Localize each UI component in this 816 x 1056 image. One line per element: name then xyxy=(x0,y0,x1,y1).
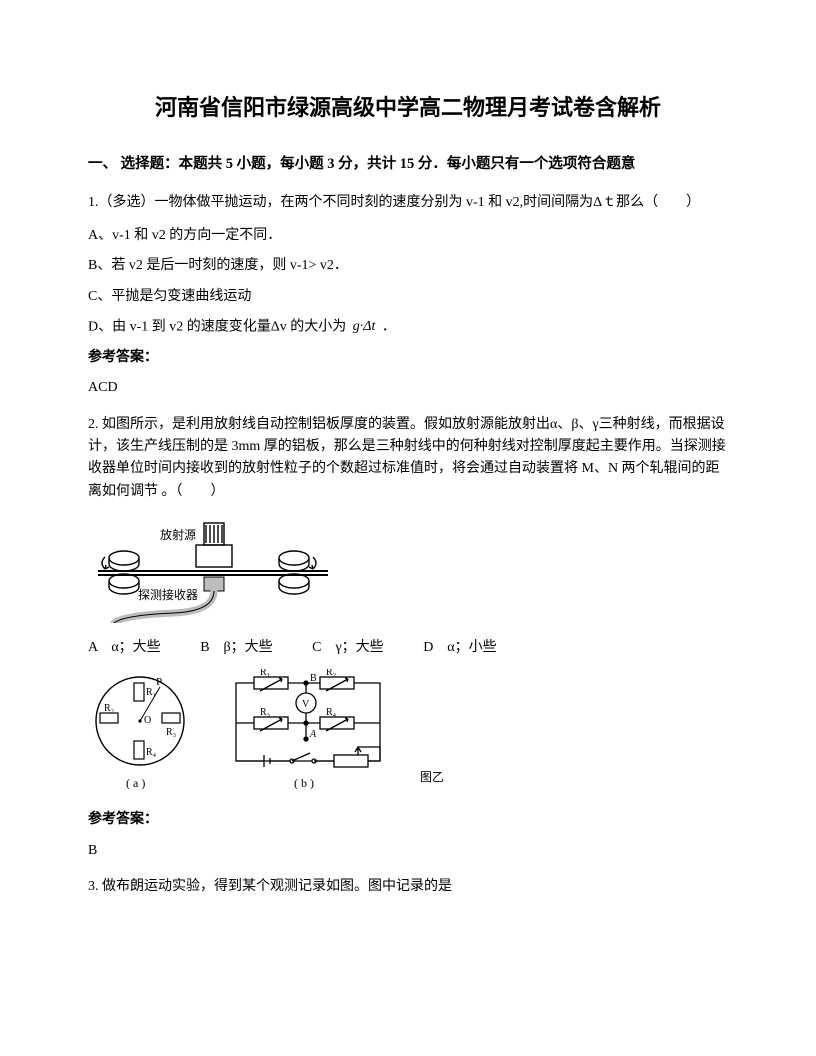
svg-text:R₂: R₂ xyxy=(104,703,114,714)
svg-text:R₄: R₄ xyxy=(146,747,157,758)
q1-d-formula: g·Δt xyxy=(350,316,379,338)
svg-text:R₁: R₁ xyxy=(260,669,270,678)
q2-option-c: C γ；大些 xyxy=(312,637,384,659)
q2-option-b: B β；大些 xyxy=(200,637,272,659)
q1-option-b: B、若 v2 是后一时刻的速度，则 v-1> v2． xyxy=(88,255,728,277)
q2-circuit-caption: 图乙 xyxy=(420,768,444,787)
svg-text:B: B xyxy=(310,673,317,684)
svg-text:R₂: R₂ xyxy=(326,669,336,678)
q1-option-c: C、平抛是匀变速曲线运动 xyxy=(88,286,728,308)
q2-circuit-diagrams: P R₁ R₃ R₄ R₂ O ( a ) xyxy=(88,669,728,797)
svg-text:R₃: R₃ xyxy=(260,707,270,718)
q2-options: A α；大些 B β；大些 C γ；大些 D α；小些 xyxy=(88,637,728,659)
question-2: 2. 如图所示，是利用放射线自动控制铝板厚度的装置。假如放射源能放射出α、β、γ… xyxy=(88,414,728,863)
q2-stem: 2. 如图所示，是利用放射线自动控制铝板厚度的装置。假如放射源能放射出α、β、γ… xyxy=(88,414,728,504)
q1-d-post: ． xyxy=(382,319,396,334)
svg-text:( b ): ( b ) xyxy=(294,776,314,790)
q2-det-label: 探测接收器 xyxy=(138,587,198,602)
q1-stem: 1.（多选）一物体做平抛运动，在两个不同时刻的速度分别为 v-1 和 v2,时间… xyxy=(88,192,728,214)
question-3: 3. 做布朗运动实验，得到某个观测记录如图。图中记录的是 xyxy=(88,876,728,898)
svg-text:R₄: R₄ xyxy=(326,707,337,718)
question-1: 1.（多选）一物体做平抛运动，在两个不同时刻的速度分别为 v-1 和 v2,时间… xyxy=(88,192,728,399)
q1-answer: ACD xyxy=(88,377,728,399)
q1-option-d: D、由 v-1 到 v2 的速度变化量Δv 的大小为 g·Δt ． xyxy=(88,316,728,339)
q2-diagram: 放射源 探测接收器 xyxy=(88,513,728,623)
q1-option-a: A、v-1 和 v2 的方向一定不同． xyxy=(88,225,728,247)
q2-option-d: D α；小些 xyxy=(423,637,496,659)
q1-answer-label: 参考答案： xyxy=(88,347,728,369)
svg-text:V: V xyxy=(302,699,310,710)
svg-text:A: A xyxy=(309,729,317,740)
q2-answer-label: 参考答案： xyxy=(88,809,728,831)
section-heading: 一、 选择题：本题共 5 小题，每小题 3 分，共计 15 分．每小题只有一个选… xyxy=(88,153,728,176)
svg-text:O: O xyxy=(144,715,151,726)
svg-text:( a ): ( a ) xyxy=(126,776,145,790)
q3-stem: 3. 做布朗运动实验，得到某个观测记录如图。图中记录的是 xyxy=(88,876,728,898)
q2-answer: B xyxy=(88,840,728,862)
q2-src-label: 放射源 xyxy=(160,527,196,542)
svg-text:R₃: R₃ xyxy=(166,727,176,738)
q1-d-pre: D、由 v-1 到 v2 的速度变化量Δv 的大小为 xyxy=(88,319,346,334)
page-title: 河南省信阳市绿源高级中学高二物理月考试卷含解析 xyxy=(88,90,728,125)
svg-text:P: P xyxy=(156,676,162,688)
q2-option-a: A α；大些 xyxy=(88,637,161,659)
